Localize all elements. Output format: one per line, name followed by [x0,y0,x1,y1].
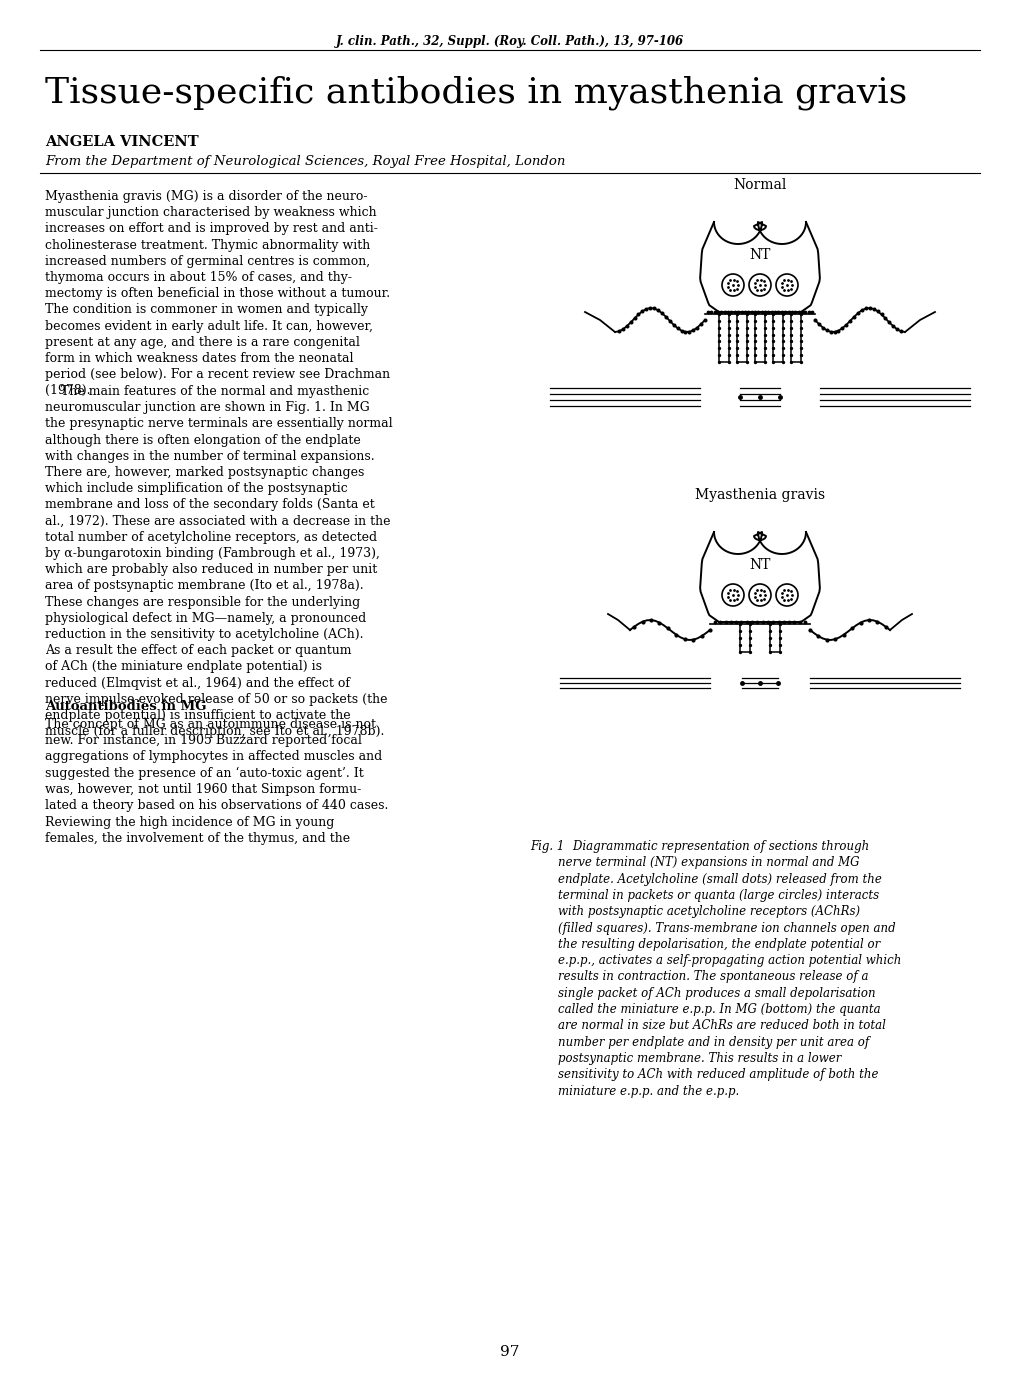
Text: ANGELA VINCENT: ANGELA VINCENT [45,135,199,148]
Text: Tissue-specific antibodies in myasthenia gravis: Tissue-specific antibodies in myasthenia… [45,76,906,110]
Text: From the Department of Neurological Sciences, Royal Free Hospital, London: From the Department of Neurological Scie… [45,155,565,168]
Text: Autoantibodies in MG: Autoantibodies in MG [45,700,206,714]
Text: NT: NT [749,248,770,263]
Circle shape [748,584,770,606]
Circle shape [775,584,797,606]
Text: The concept of MG as an autoimmune disease is not
new. For instance, in 1905 Buz: The concept of MG as an autoimmune disea… [45,718,388,844]
Text: Diagrammatic representation of sections through
nerve terminal (NT) expansions i: Diagrammatic representation of sections … [557,840,901,1097]
Text: J. clin. Path., 32, Suppl. (Roy. Coll. Path.), 13, 97-106: J. clin. Path., 32, Suppl. (Roy. Coll. P… [335,34,684,48]
Text: NT: NT [749,558,770,572]
Circle shape [721,584,743,606]
Circle shape [748,274,770,296]
Circle shape [775,274,797,296]
Text: Normal: Normal [733,177,786,192]
Text: The main features of the normal and myasthenic
neuromuscular junction are shown : The main features of the normal and myas… [45,385,392,738]
Text: Myasthenia gravis: Myasthenia gravis [694,488,824,502]
Text: 97: 97 [500,1345,519,1358]
Text: Myasthenia gravis (MG) is a disorder of the neuro-
muscular junction characteris: Myasthenia gravis (MG) is a disorder of … [45,190,389,397]
Text: Fig. 1: Fig. 1 [530,840,564,852]
Circle shape [721,274,743,296]
